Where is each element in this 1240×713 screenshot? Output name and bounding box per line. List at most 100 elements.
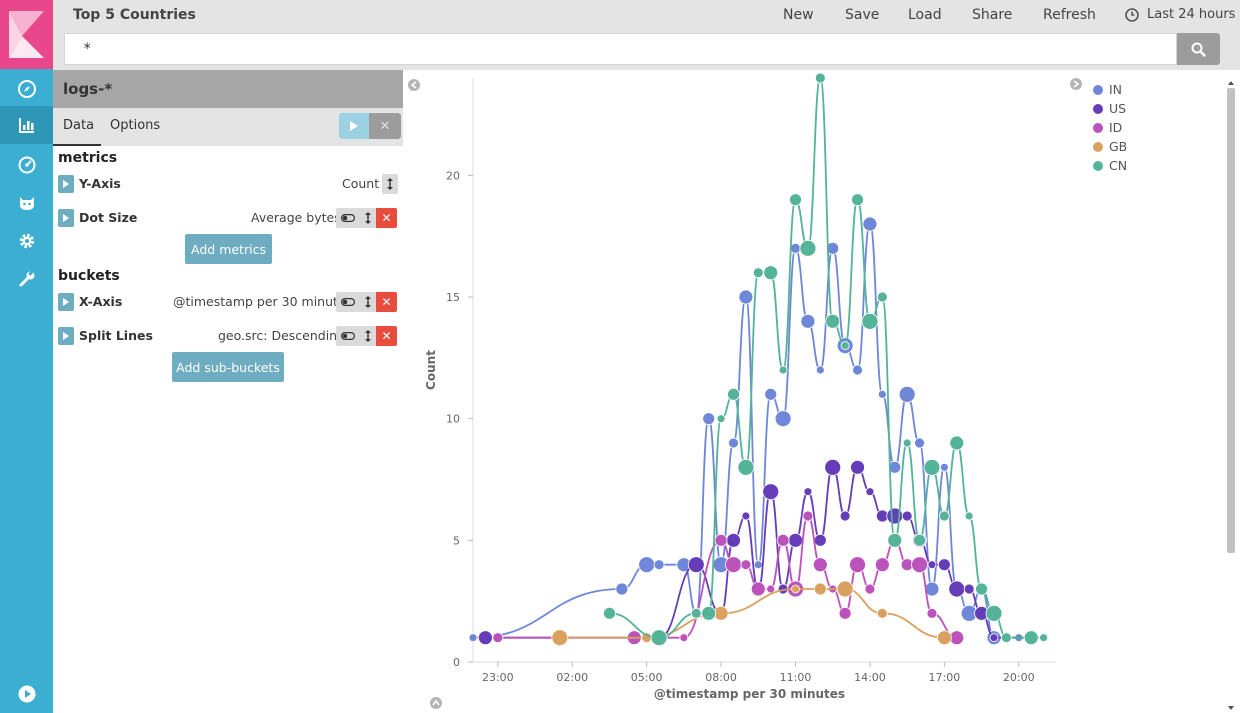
move-y-axis-handle[interactable] bbox=[382, 174, 398, 194]
dashboard-nav-button[interactable] bbox=[0, 146, 53, 184]
legend-dot-icon bbox=[1093, 122, 1103, 133]
remove-dot-size-button[interactable]: ✕ bbox=[376, 208, 397, 228]
toggle-x-axis-button[interactable] bbox=[336, 292, 360, 312]
data-point-gb bbox=[813, 582, 827, 596]
share-button[interactable]: Share bbox=[972, 7, 1013, 23]
legend-dot-icon bbox=[1093, 160, 1103, 171]
expand-y-axis-toggle[interactable] bbox=[58, 175, 74, 193]
compass-icon bbox=[17, 80, 36, 98]
data-point-cn bbox=[799, 239, 817, 257]
collapse-nav-button[interactable] bbox=[0, 675, 53, 713]
agg-row-x-axis: X-Axis @timestamp per 30 minutes ✕ bbox=[58, 291, 398, 313]
add-sub-buckets-button[interactable]: Add sub-buckets bbox=[172, 352, 284, 382]
management-nav-button[interactable] bbox=[0, 222, 53, 260]
data-point-cn bbox=[650, 629, 668, 647]
legend-item[interactable]: GB bbox=[1093, 137, 1127, 156]
refresh-button[interactable]: Refresh bbox=[1043, 7, 1096, 23]
x-tick-label: 08:00 bbox=[705, 671, 737, 684]
data-point-in bbox=[468, 633, 478, 643]
discard-changes-button[interactable]: ✕ bbox=[369, 113, 401, 139]
data-point-id bbox=[911, 556, 928, 574]
data-point-gb bbox=[551, 629, 569, 647]
legend-item[interactable]: CN bbox=[1093, 156, 1127, 175]
legend-label: US bbox=[1109, 101, 1127, 116]
close-icon: ✕ bbox=[379, 118, 391, 134]
new-button[interactable]: New bbox=[783, 7, 814, 23]
series-line-cn bbox=[609, 77, 1044, 639]
data-point-in bbox=[888, 460, 902, 474]
query-input[interactable] bbox=[64, 33, 1177, 65]
data-point-us bbox=[803, 487, 813, 497]
discover-nav-button[interactable] bbox=[0, 70, 53, 108]
visualize-nav-button[interactable] bbox=[0, 106, 53, 144]
data-point-id bbox=[812, 557, 828, 573]
data-point-cn bbox=[1039, 633, 1048, 643]
data-point-us bbox=[813, 533, 827, 547]
data-point-us bbox=[850, 459, 865, 475]
move-x-axis-handle[interactable] bbox=[360, 292, 376, 312]
expand-x-axis-toggle[interactable] bbox=[58, 293, 74, 311]
remove-split-lines-button[interactable]: ✕ bbox=[376, 326, 397, 346]
data-point-in bbox=[877, 389, 887, 399]
data-point-id bbox=[740, 559, 752, 571]
data-point-id bbox=[838, 606, 852, 620]
index-pattern-header: logs-* bbox=[53, 70, 403, 108]
sort-arrows-icon bbox=[365, 330, 371, 342]
data-point-cn bbox=[701, 605, 717, 621]
toggle-icon bbox=[341, 332, 355, 340]
data-point-cn bbox=[1000, 632, 1012, 644]
agg-row-dot-size: Dot Size Average bytes ✕ bbox=[58, 207, 398, 229]
timelion-nav-button[interactable] bbox=[0, 184, 53, 222]
apply-changes-button[interactable] bbox=[339, 113, 369, 139]
tab-options[interactable]: Options bbox=[110, 118, 161, 133]
data-point-us bbox=[927, 560, 937, 570]
data-point-us bbox=[788, 532, 803, 548]
data-point-id bbox=[725, 556, 742, 574]
data-point-cn bbox=[1023, 630, 1039, 646]
data-point-cn bbox=[789, 193, 802, 207]
legend-dot-icon bbox=[1093, 141, 1103, 152]
data-point-gb bbox=[713, 605, 729, 621]
data-point-cn bbox=[690, 607, 702, 619]
toggle-dot-size-button[interactable] bbox=[336, 208, 360, 228]
legend-item[interactable]: IN bbox=[1093, 80, 1122, 99]
data-point-cn bbox=[876, 291, 888, 303]
devtools-nav-button[interactable] bbox=[0, 260, 53, 298]
load-button[interactable]: Load bbox=[908, 7, 942, 23]
data-point-cn bbox=[861, 312, 879, 330]
add-metrics-button[interactable]: Add metrics bbox=[185, 234, 272, 264]
data-point-cn bbox=[949, 435, 965, 451]
legend-item[interactable]: US bbox=[1093, 99, 1126, 118]
search-button[interactable] bbox=[1177, 33, 1220, 65]
data-point-in bbox=[764, 387, 778, 401]
remove-x-axis-button[interactable]: ✕ bbox=[376, 292, 397, 312]
chart-legend: IN US ID GB CN bbox=[1093, 78, 1223, 713]
data-point-in bbox=[800, 313, 816, 329]
close-icon: ✕ bbox=[381, 329, 392, 343]
expand-dot-size-toggle[interactable] bbox=[58, 209, 74, 227]
y-axis-title: Count bbox=[424, 350, 438, 390]
page-title: Top 5 Countries bbox=[73, 7, 196, 23]
data-point-us bbox=[948, 580, 966, 598]
caret-right-icon bbox=[63, 332, 69, 340]
move-dot-size-handle[interactable] bbox=[360, 208, 376, 228]
x-axis-title: @timestamp per 30 minutes bbox=[654, 687, 845, 701]
tab-data[interactable]: Data bbox=[63, 118, 95, 133]
kibana-logo[interactable] bbox=[0, 0, 53, 69]
data-point-in bbox=[638, 556, 656, 574]
x-tick-label: 14:00 bbox=[854, 671, 886, 684]
legend-scrollbar[interactable] bbox=[1225, 78, 1237, 711]
scrollbar-thumb[interactable] bbox=[1227, 88, 1235, 553]
data-point-cn bbox=[737, 458, 755, 476]
move-split-lines-handle[interactable] bbox=[360, 326, 376, 346]
legend-item[interactable]: ID bbox=[1093, 118, 1122, 137]
save-button[interactable]: Save bbox=[845, 7, 880, 23]
expand-split-lines-toggle[interactable] bbox=[58, 327, 74, 345]
time-picker[interactable]: Last 24 hours bbox=[1125, 7, 1235, 22]
toggle-icon bbox=[341, 298, 355, 306]
data-point-id bbox=[714, 533, 728, 547]
agg-name-y-axis: Y-Axis bbox=[79, 176, 121, 191]
close-icon: ✕ bbox=[381, 295, 392, 309]
toggle-split-lines-button[interactable] bbox=[336, 326, 360, 346]
agg-name-split-lines: Split Lines bbox=[79, 328, 153, 343]
